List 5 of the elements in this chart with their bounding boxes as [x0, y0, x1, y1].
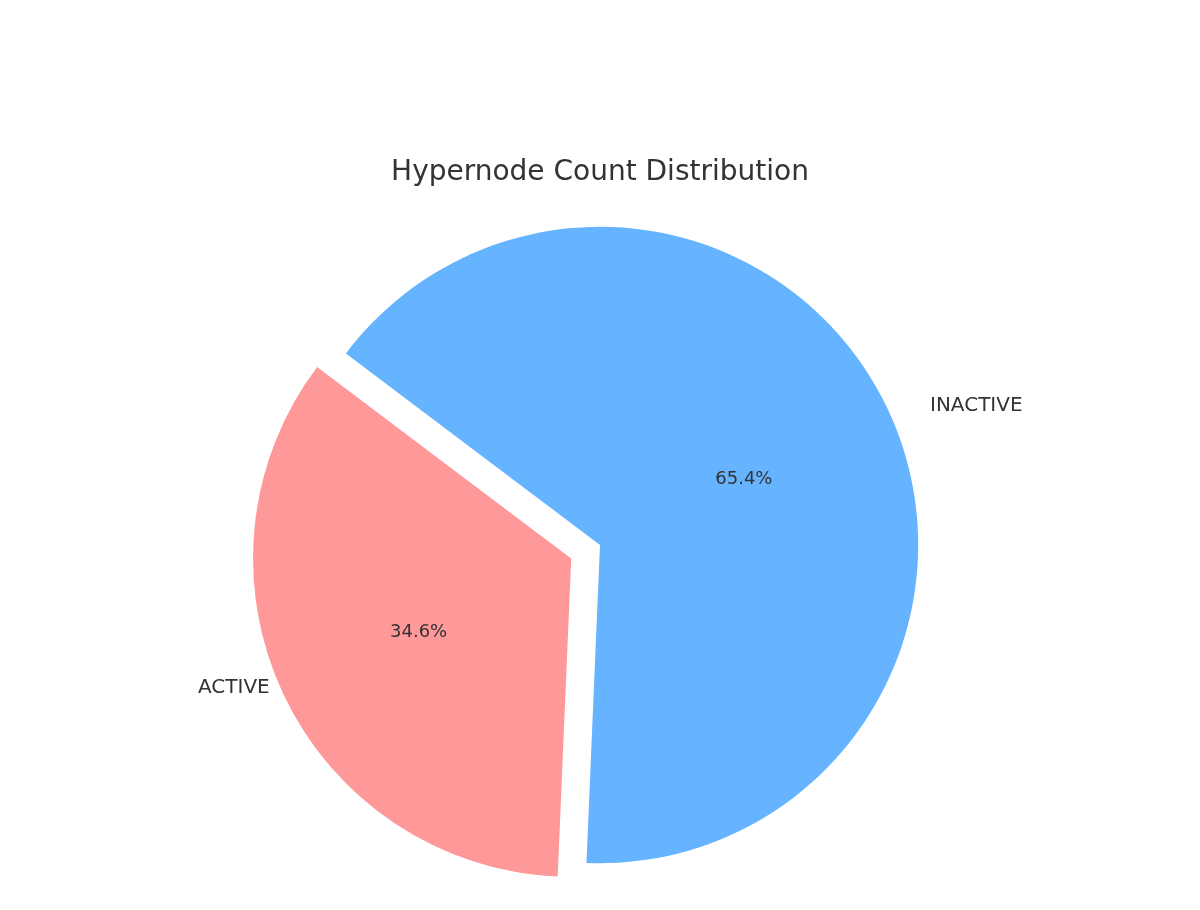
chart-title: Hypernode Count Distribution: [391, 153, 809, 187]
slice-label: INACTIVE: [930, 392, 1023, 416]
data-label: 65.4%: [715, 466, 773, 488]
data-label: 34.6%: [390, 620, 448, 642]
slice-label: ACTIVE: [198, 674, 270, 698]
